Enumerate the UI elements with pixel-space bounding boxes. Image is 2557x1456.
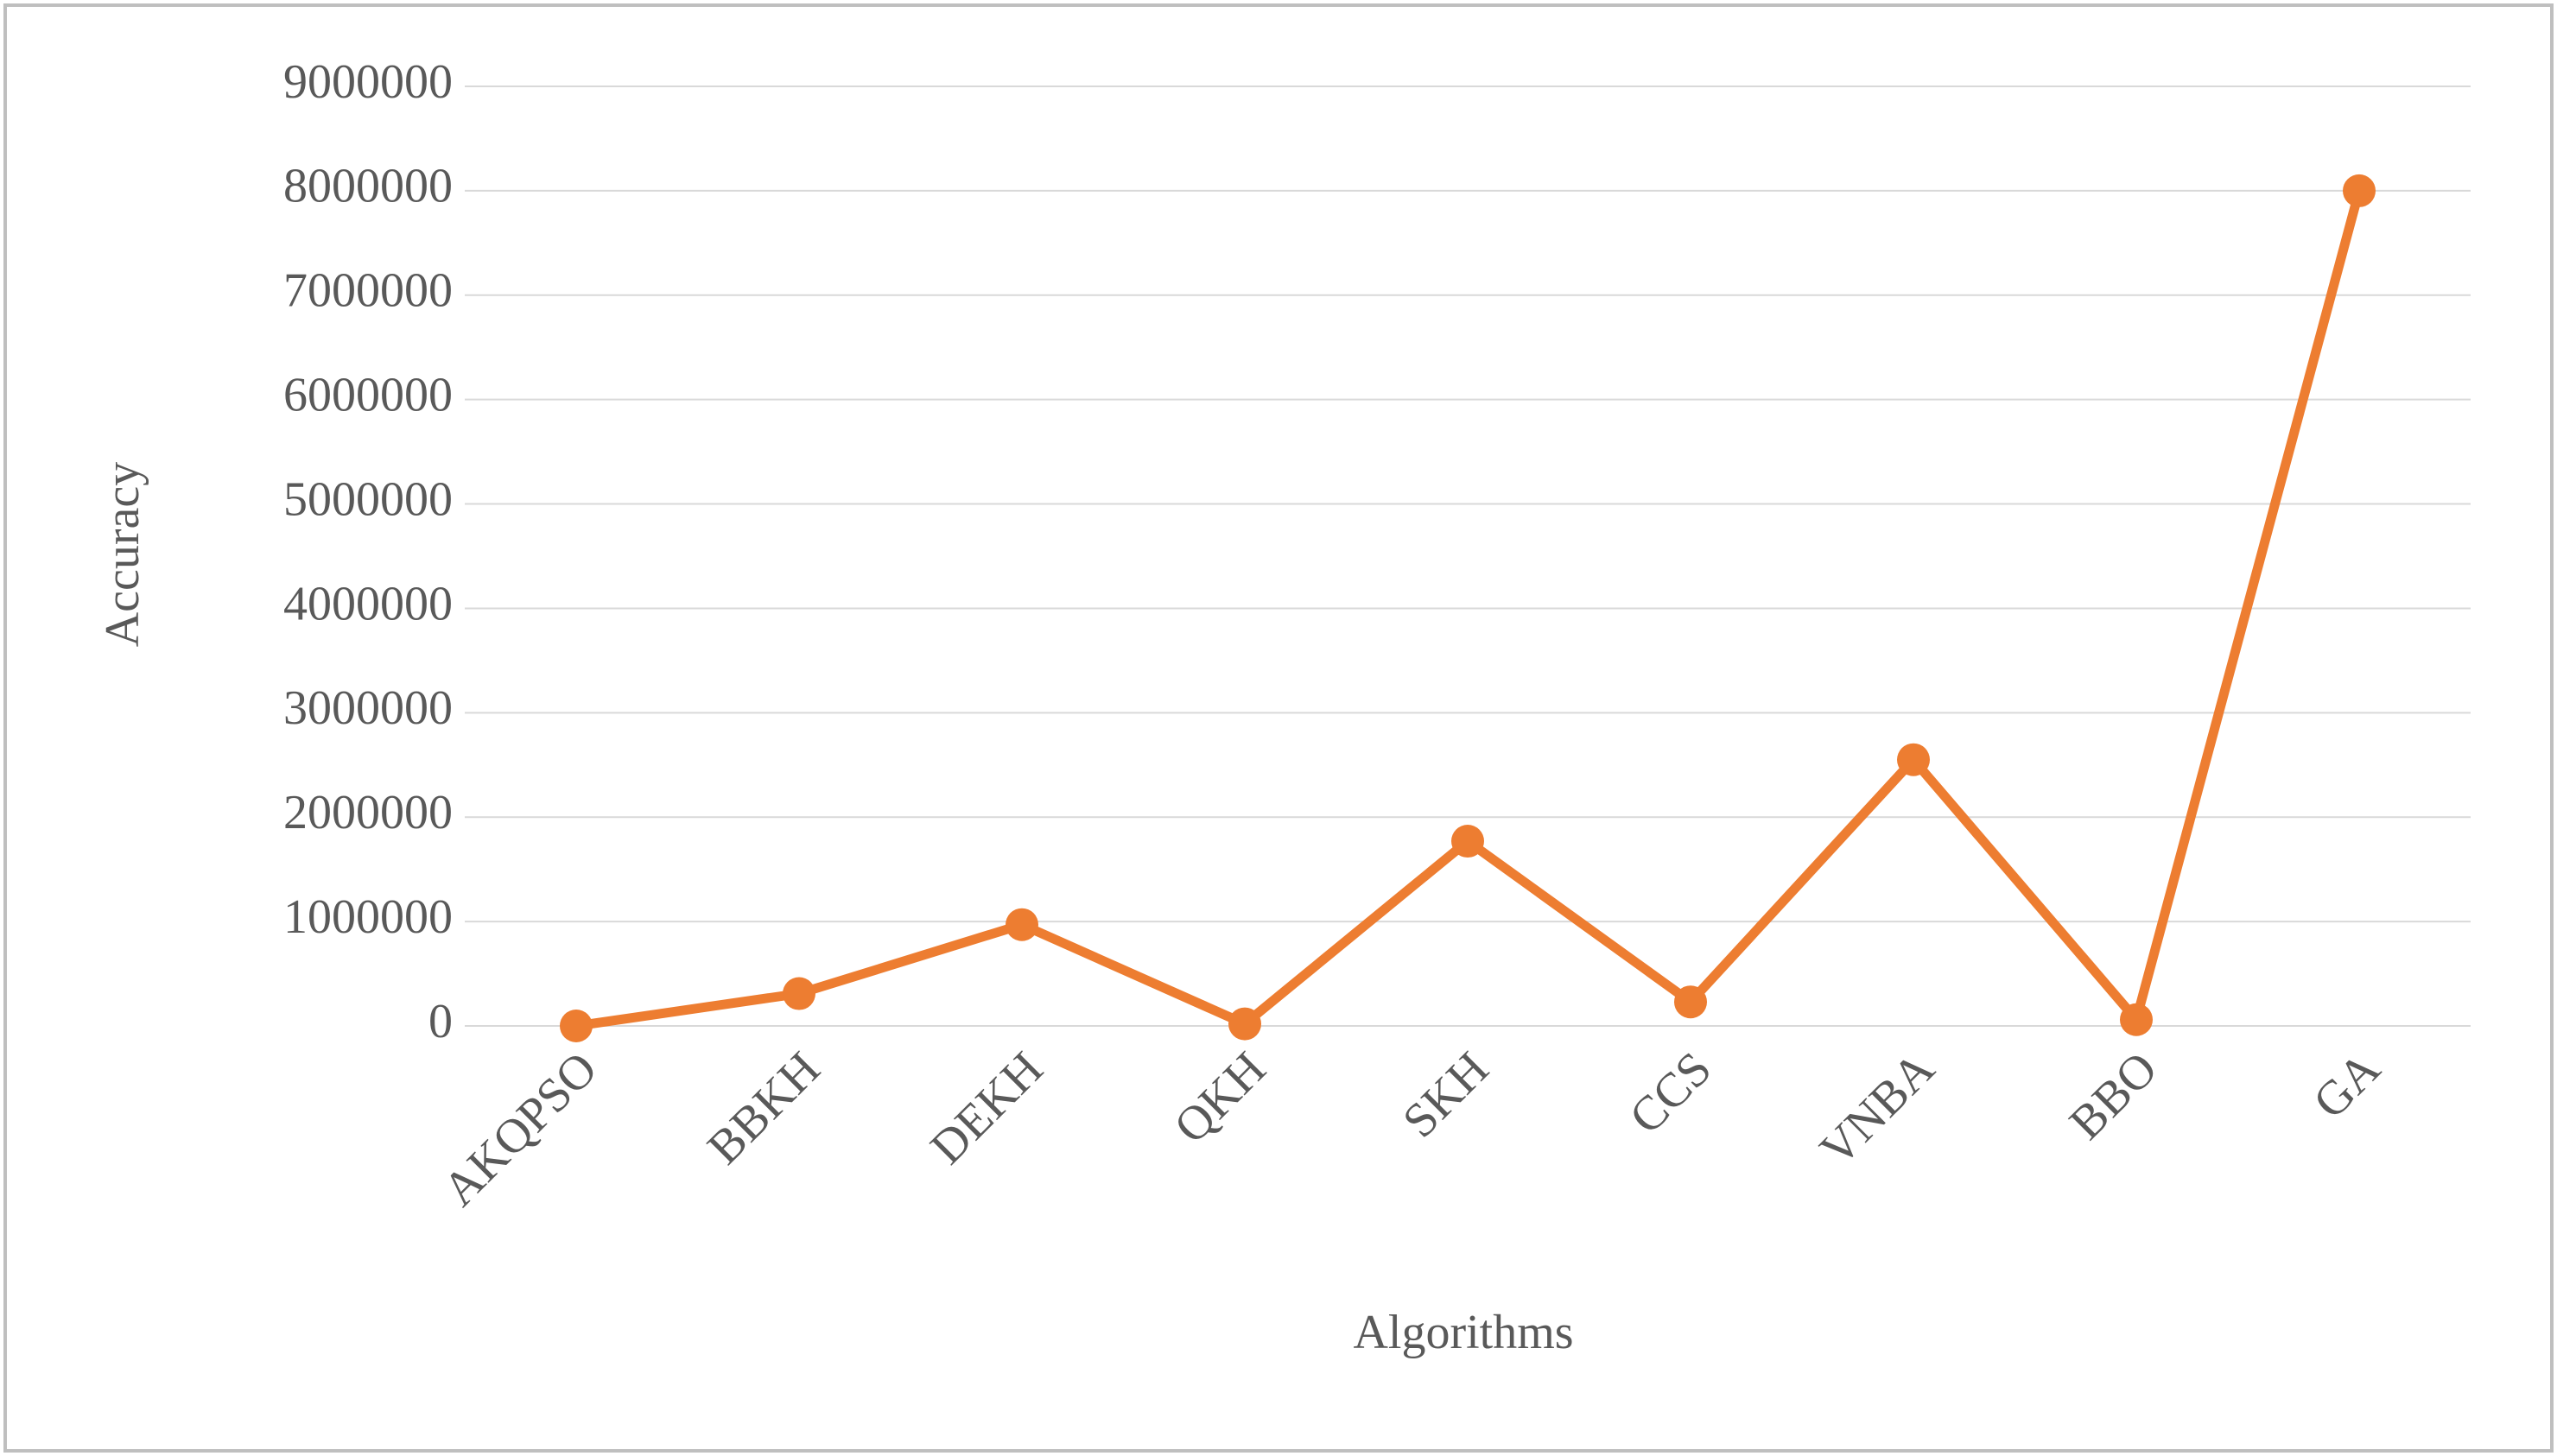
y-tick-label: 5000000: [283, 472, 453, 526]
y-tick-label: 7000000: [283, 264, 453, 318]
y-tick-label: 1000000: [283, 890, 453, 944]
y-tick-label: 3000000: [283, 681, 453, 735]
data-point: [2343, 174, 2376, 207]
y-tick-label: 4000000: [283, 577, 453, 630]
data-point: [1674, 985, 1707, 1019]
y-tick-label: 9000000: [283, 55, 453, 109]
data-point: [1228, 1007, 1261, 1041]
data-point: [783, 977, 815, 1010]
y-tick-label: 2000000: [283, 786, 453, 839]
data-point: [1897, 743, 1930, 776]
y-axis-title: Accuracy: [96, 462, 149, 648]
y-tick-label: 0: [428, 995, 453, 1048]
y-tick-label: 6000000: [283, 369, 453, 422]
data-point: [560, 1010, 593, 1042]
y-tick-label: 8000000: [283, 160, 453, 213]
chart-border: [3, 3, 2554, 1453]
data-point: [2120, 1003, 2153, 1036]
data-point: [1451, 825, 1484, 858]
data-point: [1006, 908, 1038, 941]
x-axis-title: Algorithms: [1353, 1306, 1573, 1359]
